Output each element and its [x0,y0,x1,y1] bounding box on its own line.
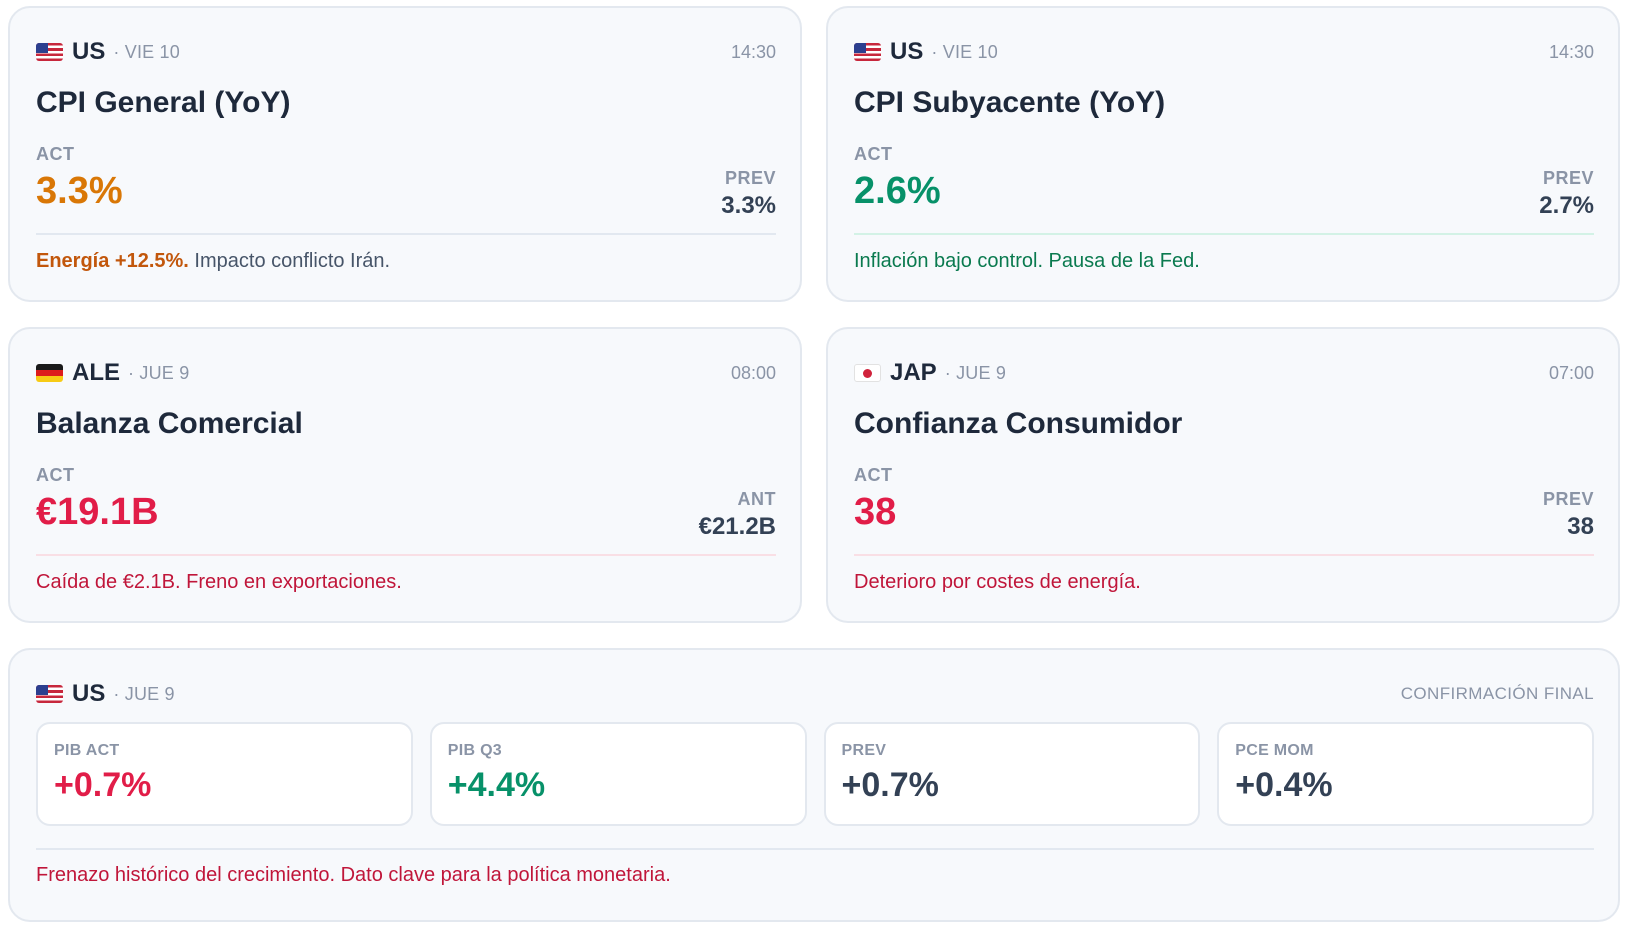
previous-label: PREV [724,168,776,188]
event-time: 14:30 [730,41,776,62]
note-highlight: Energía +12.5%. [36,250,189,272]
previous-label: ANT [737,489,776,509]
metric-value: +0.4% [1235,766,1333,804]
event-title: CPI Subyacente (YoY) [854,86,1166,119]
country-code: US [890,38,924,65]
previous-value: 2.7% [1539,192,1594,219]
event-time: 07:00 [1548,362,1594,383]
event-title: Balanza Comercial [36,407,303,440]
actual-label: ACT [36,465,75,485]
metric-label: PCE MOM [1235,742,1314,759]
gdp-metrics: PIB ACT +0.7% PIB Q3 +4.4% PREV +0.7% PC… [36,722,1594,826]
country-code: ALE [72,359,120,386]
event-note: Frenazo histórico del crecimiento. Dato … [36,864,671,886]
actual-value: 3.3% [36,170,123,212]
us-flag-icon [36,43,63,61]
previous-label: PREV [1542,168,1594,188]
event-card-cpi-general[interactable]: US · VIE 10 14:30 CPI General (YoY) ACT … [8,6,802,302]
actual-value: 38 [854,491,897,533]
previous-value: 38 [1567,513,1594,540]
confirmation-tag: CONFIRMACIÓN FINAL [1400,684,1594,703]
event-time: 08:00 [730,362,776,383]
divider [36,233,776,235]
country-code: US [72,680,106,707]
metric-label: PREV [841,742,887,759]
divider [854,233,1594,235]
previous-label: PREV [1542,489,1594,509]
event-date: · JUE 9 [128,362,190,383]
event-card-consumer-confidence[interactable]: JAP · JUE 9 07:00 Confianza Consumidor A… [826,327,1620,623]
metric-tile-gdp-actual[interactable]: PIB ACT +0.7% [36,722,413,826]
divider [854,554,1594,556]
previous-value: 3.3% [721,192,776,219]
metric-label: PIB ACT [54,742,120,759]
previous-value: €21.2B [698,513,776,540]
germany-flag-icon [36,364,63,382]
card-header: US · VIE 10 14:30 [854,36,1594,68]
country-code: US [72,38,106,65]
card-header: JAP · JUE 9 07:00 [854,357,1594,389]
metric-value: +0.7% [841,766,939,804]
event-note: Energía +12.5%. Impacto conflicto Irán. [36,250,390,273]
actual-label: ACT [36,144,75,164]
card-header: US · VIE 10 14:30 [36,36,776,68]
us-flag-icon [36,685,63,703]
event-note: Caída de €2.1B. Freno en exportaciones. [36,571,402,593]
event-date: · JUE 9 [944,362,1007,383]
metric-tile-pce-mom[interactable]: PCE MOM +0.4% [1217,722,1594,826]
event-date: · JUE 9 [113,683,175,704]
actual-value: 2.6% [854,170,941,212]
event-card-gdp[interactable]: US · JUE 9 CONFIRMACIÓN FINAL PIB ACT +0… [8,648,1620,922]
us-flag-icon [854,43,881,61]
event-card-cpi-core[interactable]: US · VIE 10 14:30 CPI Subyacente (YoY) A… [826,6,1620,302]
actual-label: ACT [854,144,893,164]
metric-label: PIB Q3 [447,742,503,759]
metric-value: +0.7% [54,766,152,804]
divider [36,848,1594,850]
country-code: JAP [890,359,937,386]
event-time: 14:30 [1548,41,1594,62]
metric-tile-gdp-q3[interactable]: PIB Q3 +4.4% [429,722,807,826]
card-header: ALE · JUE 9 08:00 [36,357,776,389]
event-note: Deterioro por costes de energía. [854,571,1141,593]
note-text: Impacto conflicto Irán. [188,250,391,272]
divider [36,554,776,556]
event-title: Confianza Consumidor [854,407,1183,440]
event-date: · VIE 10 [931,41,998,62]
actual-label: ACT [854,465,893,485]
actual-value: €19.1B [36,491,159,533]
japan-flag-icon [854,364,881,382]
event-card-trade-balance[interactable]: ALE · JUE 9 08:00 Balanza Comercial ACT … [8,327,802,623]
event-date: · VIE 10 [113,41,180,62]
event-note: Inflación bajo control. Pausa de la Fed. [854,250,1200,272]
metric-tile-previous[interactable]: PREV +0.7% [823,722,1201,826]
metric-value: +4.4% [447,766,546,804]
card-header: US · JUE 9 CONFIRMACIÓN FINAL [36,678,1594,710]
event-title: CPI General (YoY) [36,86,291,119]
